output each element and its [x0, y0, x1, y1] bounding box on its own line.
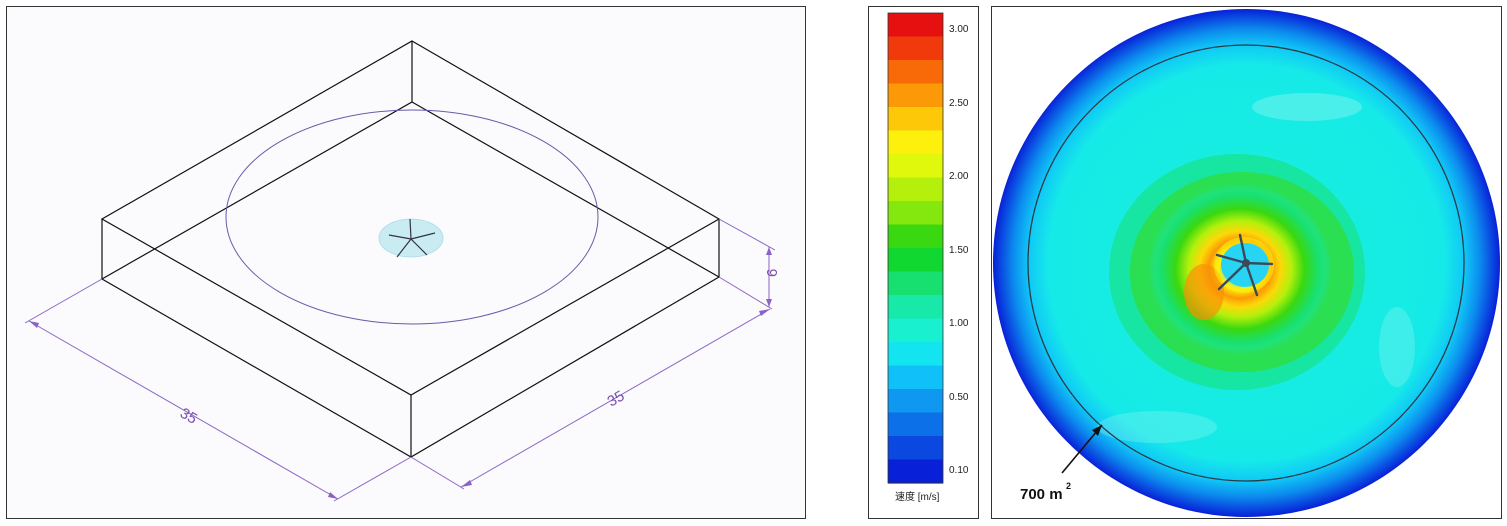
isometric-diagram: 35 35 6 — [24, 40, 781, 502]
contour-band — [1252, 93, 1362, 121]
contour-hotspot — [1184, 264, 1224, 320]
tank-circle-outline — [225, 109, 599, 325]
aerator-blades-top — [1215, 233, 1274, 297]
legend-tick-label: 2.00 — [949, 171, 969, 182]
aerator-hub — [1242, 259, 1250, 267]
dimension-arrows — [29, 247, 772, 499]
legend-tick-label: 0.10 — [949, 465, 969, 476]
legend-color-band — [888, 318, 943, 343]
legend-color-band — [888, 83, 943, 108]
dim-label-height: 6 — [764, 269, 781, 277]
legend-tick-label: 2.50 — [949, 98, 969, 109]
velocity-legend: 3.00 2.50 2.00 1.50 1.00 0.50 0.10 速度 [m… — [887, 12, 969, 503]
dim-label-depth: 35 — [177, 405, 200, 428]
dimension-lines — [24, 218, 776, 502]
legend-color-band — [888, 107, 943, 132]
legend-color-band — [888, 295, 943, 320]
legend-color-band — [888, 224, 943, 249]
contour-band — [1379, 307, 1415, 387]
velocity-legend-panel: 3.00 2.50 2.00 1.50 1.00 0.50 0.10 速度 [m… — [868, 6, 979, 519]
legend-color-band — [888, 342, 943, 367]
legend-tick-label: 3.00 — [949, 24, 969, 35]
legend-color-band — [888, 248, 943, 273]
legend-color-band — [888, 436, 943, 461]
legend-color-band — [888, 271, 943, 296]
legend-tick-label: 0.50 — [949, 392, 969, 403]
legend-color-band — [888, 60, 943, 85]
area-pointer-arrow — [1092, 425, 1102, 436]
legend-tick-label: 1.00 — [949, 318, 969, 329]
legend-color-band — [888, 36, 943, 61]
top-face-edge — [100, 40, 721, 396]
tank-boundary-circle — [1027, 44, 1465, 482]
velocity-contour-panel: 700 m 2 — [991, 6, 1502, 519]
legend-caption: 速度 [m/s] — [895, 490, 940, 503]
legend-color-band — [888, 412, 943, 437]
legend-color-band — [888, 201, 943, 226]
area-label-box — [1012, 469, 1092, 507]
legend-color-band — [888, 130, 943, 155]
aerator-blades — [388, 218, 436, 258]
isometric-diagram-panel: 35 35 6 — [6, 6, 806, 519]
legend-color-bands — [888, 13, 943, 484]
legend-color-band — [888, 389, 943, 414]
contour-band — [1097, 411, 1217, 443]
velocity-contour-plot: 700 m 2 — [993, 9, 1500, 517]
legend-tick-label: 1.50 — [949, 245, 969, 256]
area-label: 700 m — [1020, 486, 1063, 503]
dim-label-width: 35 — [605, 387, 628, 410]
dim-line-depth — [28, 320, 339, 500]
legend-color-band — [888, 365, 943, 390]
legend-color-band — [888, 459, 943, 484]
legend-color-band — [888, 177, 943, 202]
dim-line-width — [460, 308, 771, 488]
legend-color-band — [888, 154, 943, 179]
legend-color-band — [888, 13, 943, 38]
area-label-superscript: 2 — [1066, 481, 1071, 491]
legend-bar-frame — [887, 12, 944, 484]
